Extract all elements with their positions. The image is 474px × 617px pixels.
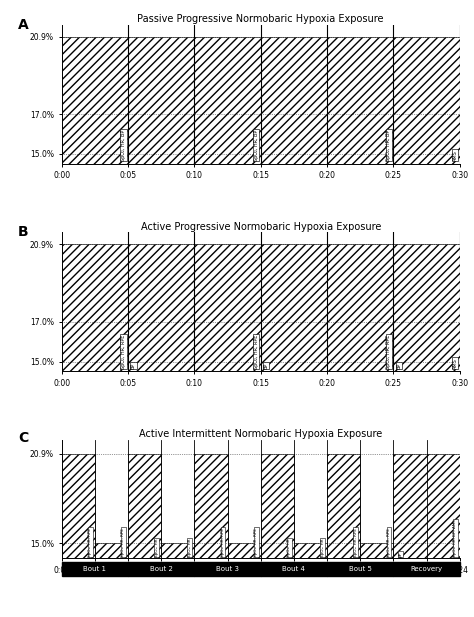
Text: Bout 5: Bout 5 bbox=[349, 566, 372, 572]
Text: SpO₂, HR, RPE: SpO₂, HR, RPE bbox=[88, 528, 92, 557]
Text: SpO₂, HR, RPE: SpO₂, HR, RPE bbox=[221, 528, 225, 557]
Bar bbox=[128, 454, 161, 558]
Text: SpO₂, HR: SpO₂, HR bbox=[155, 539, 159, 557]
Text: A: A bbox=[18, 18, 28, 31]
Bar bbox=[393, 244, 460, 371]
Text: SpO₂, HR, RPE: SpO₂, HR, RPE bbox=[354, 528, 358, 557]
Text: Recovery: Recovery bbox=[410, 566, 443, 572]
Text: BP: BP bbox=[131, 362, 136, 368]
Bar bbox=[194, 244, 261, 371]
Text: SpO₂, HR, BP: SpO₂, HR, BP bbox=[386, 130, 392, 161]
Bar bbox=[360, 543, 393, 558]
Text: SpO₂, HR, RPE: SpO₂, HR, RPE bbox=[121, 528, 126, 557]
Title: Passive Progressive Normobaric Hypoxia Exposure: Passive Progressive Normobaric Hypoxia E… bbox=[137, 14, 384, 24]
Text: B: B bbox=[18, 225, 28, 239]
Bar bbox=[393, 454, 460, 558]
Text: SpO₂, HR, RPE: SpO₂, HR, RPE bbox=[386, 334, 392, 368]
Title: Active Intermittent Normobaric Hypoxia Exposure: Active Intermittent Normobaric Hypoxia E… bbox=[139, 429, 383, 439]
Bar bbox=[194, 454, 228, 558]
Text: Bout 3: Bout 3 bbox=[216, 566, 239, 572]
Bar bbox=[62, 36, 128, 164]
Bar bbox=[294, 543, 327, 558]
Bar bbox=[128, 244, 194, 371]
Text: C: C bbox=[18, 431, 28, 445]
Bar bbox=[261, 454, 294, 558]
Text: SpO₂, HR, BP: SpO₂, HR, BP bbox=[254, 130, 259, 161]
Bar bbox=[62, 244, 128, 371]
Bar bbox=[161, 543, 194, 558]
Text: SpO₂, HR, RPE: SpO₂, HR, RPE bbox=[387, 528, 391, 557]
Text: AMS: AMS bbox=[453, 358, 458, 368]
Text: Bout 2: Bout 2 bbox=[150, 566, 173, 572]
Text: BP: BP bbox=[264, 362, 269, 368]
Text: SpO₂, HR, BP, AMS: SpO₂, HR, BP, AMS bbox=[453, 519, 457, 557]
Bar bbox=[128, 36, 194, 164]
Bar bbox=[228, 543, 261, 558]
Text: SpO₂, HR, BP: SpO₂, HR, BP bbox=[121, 130, 126, 161]
Bar bbox=[327, 454, 360, 558]
Text: AMS: AMS bbox=[453, 150, 458, 161]
Bar bbox=[261, 36, 327, 164]
Bar bbox=[393, 36, 460, 164]
Text: Bout 1: Bout 1 bbox=[83, 566, 106, 572]
Text: BP: BP bbox=[399, 552, 402, 557]
Bar bbox=[327, 244, 393, 371]
Text: SpO₂, HR: SpO₂, HR bbox=[287, 539, 292, 557]
Text: SpO₂, HR: SpO₂, HR bbox=[188, 539, 192, 557]
Bar bbox=[194, 36, 261, 164]
Title: Active Progressive Normobaric Hypoxia Exposure: Active Progressive Normobaric Hypoxia Ex… bbox=[140, 222, 381, 231]
Text: SpO₂, HR, RPE: SpO₂, HR, RPE bbox=[254, 528, 258, 557]
Text: SpO₂, HR, RPE: SpO₂, HR, RPE bbox=[254, 334, 259, 368]
Bar bbox=[62, 454, 95, 558]
Text: Bout 4: Bout 4 bbox=[283, 566, 305, 572]
Bar bbox=[95, 543, 128, 558]
Text: SpO₂, HR, RPE: SpO₂, HR, RPE bbox=[121, 334, 126, 368]
Text: BP: BP bbox=[396, 362, 401, 368]
Bar bbox=[327, 36, 393, 164]
Bar bbox=[261, 244, 327, 371]
Text: SpO₂, HR: SpO₂, HR bbox=[320, 539, 325, 557]
